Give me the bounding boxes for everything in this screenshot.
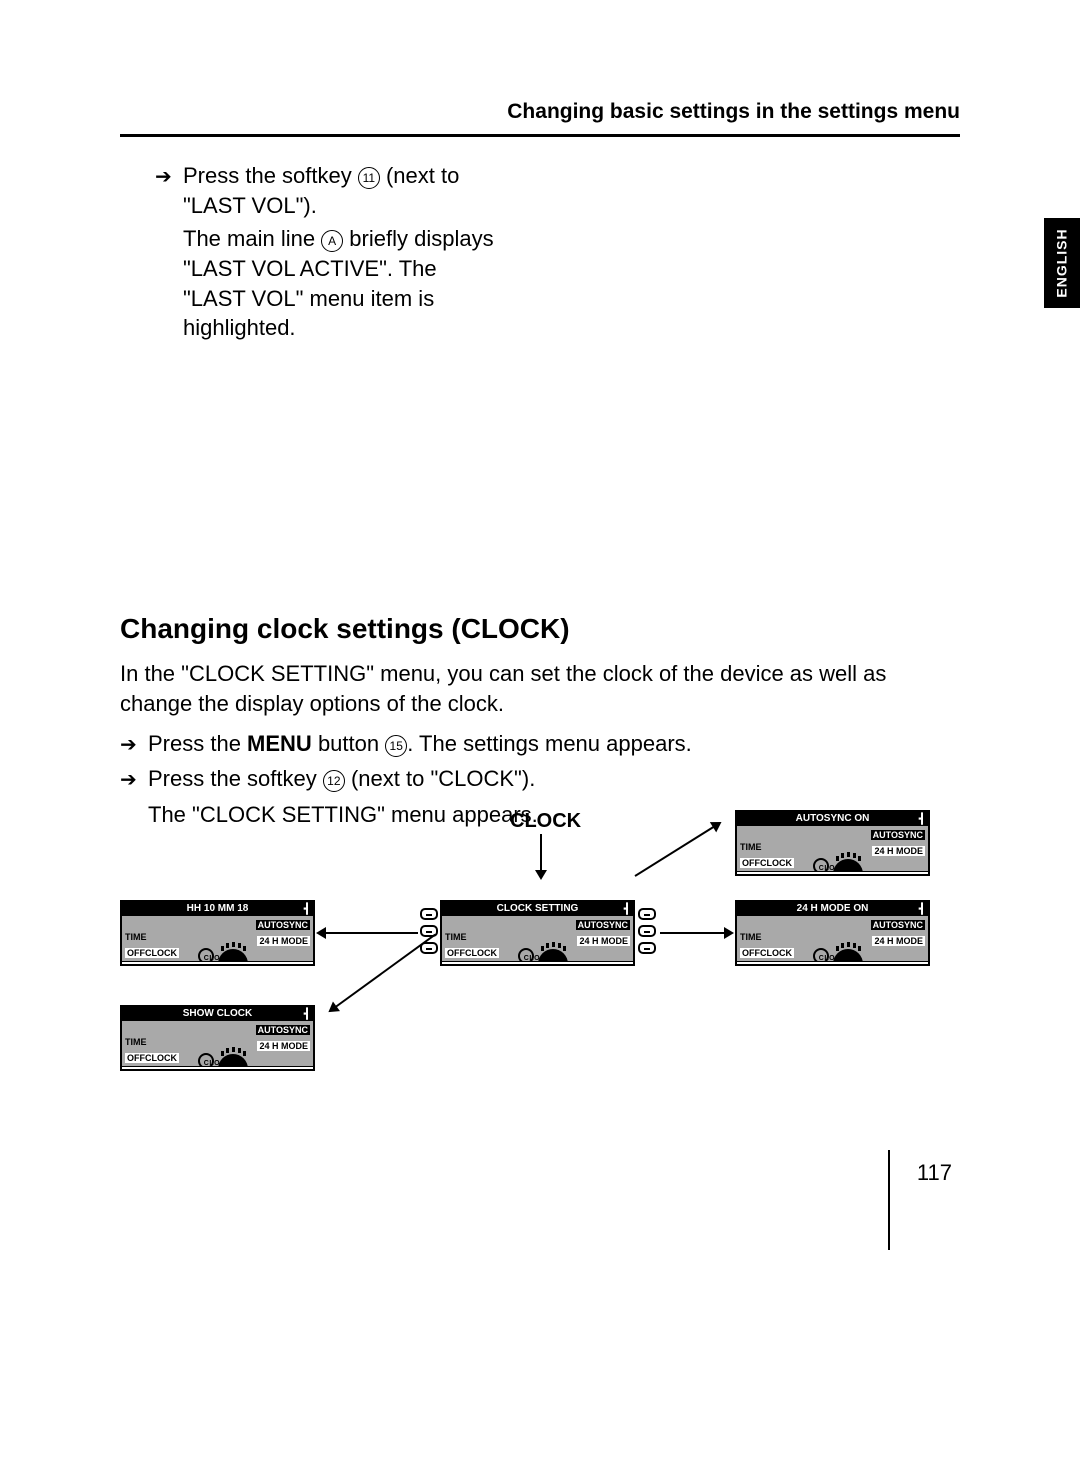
lcd-label: AUTOSYNC [871, 830, 925, 840]
step3-pre: Press the softkey [148, 766, 323, 791]
clock-diagram: CLOCK HH 10 MM 18 ┫ TIME OFFCLOCK AUTOSY… [120, 810, 960, 1140]
lcd-label: 24 H MODE [872, 936, 925, 946]
softkey-icon [638, 925, 656, 937]
page-content: Changing basic settings in the settings … [120, 100, 960, 840]
intro-text: In the "CLOCK SETTING" menu, you can set… [120, 659, 960, 718]
antenna-icon: ┫ [304, 904, 310, 915]
header-title: Changing basic settings in the settings … [120, 100, 960, 134]
language-tab: ENGLISH [1044, 218, 1080, 308]
lcd-label: AUTOSYNC [576, 920, 630, 930]
lcd-title: AUTOSYNC ON [737, 812, 928, 826]
step-press-menu: ➔ Press the MENU button 15. The settings… [120, 729, 960, 759]
lcd-panel-autosync: AUTOSYNC ON ┫ TIME OFFCLOCK AUTOSYNC 24 … [735, 810, 930, 876]
arrow-down-icon [540, 834, 542, 878]
arrow-icon: ➔ [120, 732, 137, 759]
lcd-panel-clock-setting: CLOCK SETTING ┫ TIME OFFCLOCK AUTOSYNC 2… [440, 900, 635, 966]
lcd-label: TIME [125, 1037, 147, 1047]
arrow-icon: ➔ [155, 164, 172, 191]
lcd-label: AUTOSYNC [256, 920, 310, 930]
result1a: The main line [183, 226, 321, 251]
arrow-icon: ➔ [120, 767, 137, 794]
lcd-label: OFFCLOCK [740, 948, 794, 958]
step1-result: The main line A briefly displays "LAST V… [155, 224, 495, 343]
lcd-title: HH 10 MM 18 [122, 902, 313, 916]
section-heading-clock: Changing clock settings (CLOCK) [120, 613, 960, 645]
page-number-rule [888, 1150, 890, 1250]
antenna-icon: ┫ [919, 904, 925, 915]
softkey-icon [420, 908, 438, 920]
step2-pre: Press the [148, 731, 247, 756]
lcd-title: SHOW CLOCK [122, 1007, 313, 1021]
lcd-underline [122, 961, 313, 964]
lcd-label: OFFCLOCK [125, 948, 179, 958]
arrow-right-icon [660, 932, 732, 934]
step3-post: (next to "CLOCK"). [345, 766, 535, 791]
lcd-label: TIME [125, 932, 147, 942]
step1-pre: Press the softkey [183, 163, 358, 188]
lcd-label: 24 H MODE [872, 846, 925, 856]
lcd-label: 24 H MODE [257, 936, 310, 946]
antenna-icon: ┫ [304, 1009, 310, 1020]
lcd-label: TIME [740, 932, 762, 942]
lcd-label: AUTOSYNC [256, 1025, 310, 1035]
lcd-label: 24 H MODE [257, 1041, 310, 1051]
antenna-icon: ┫ [919, 814, 925, 825]
lcd-underline [442, 961, 633, 964]
language-label: ENGLISH [1054, 228, 1070, 297]
softkey-icon [638, 942, 656, 954]
softkey-icon [638, 908, 656, 920]
lcd-panel-hh-mm: HH 10 MM 18 ┫ TIME OFFCLOCK AUTOSYNC 24 … [120, 900, 315, 966]
lcd-label: TIME [740, 842, 762, 852]
ref-15: 15 [385, 735, 407, 757]
clock-label: CLOCK [510, 810, 581, 833]
antenna-icon: ┫ [624, 904, 630, 915]
ref-11: 11 [358, 167, 380, 189]
page-number: 117 [917, 1160, 952, 1186]
header-rule [120, 134, 960, 137]
arrow-diag-icon [329, 934, 435, 1012]
lcd-panel-24h-mode: 24 H MODE ON ┫ TIME OFFCLOCK AUTOSYNC 24… [735, 900, 930, 966]
step-press-softkey-11: ➔ Press the softkey 11 (next to "LAST VO… [155, 161, 495, 220]
step2-mid: button [312, 731, 385, 756]
lcd-label: OFFCLOCK [740, 858, 794, 868]
lcd-underline [737, 871, 928, 874]
arrow-diag-icon [634, 822, 720, 877]
lcd-label: OFFCLOCK [125, 1053, 179, 1063]
step-press-softkey-12: ➔ Press the softkey 12 (next to "CLOCK")… [120, 764, 960, 794]
lcd-label: TIME [445, 932, 467, 942]
ref-12: 12 [323, 770, 345, 792]
lcd-title: CLOCK SETTING [442, 902, 633, 916]
ref-A: A [321, 230, 343, 252]
lcd-title: 24 H MODE ON [737, 902, 928, 916]
lcd-label: 24 H MODE [577, 936, 630, 946]
step2-post: . The settings menu appears. [407, 731, 692, 756]
lcd-underline [122, 1066, 313, 1069]
lcd-label: AUTOSYNC [871, 920, 925, 930]
step2-bold: MENU [247, 731, 312, 756]
lcd-panel-show-clock: SHOW CLOCK ┫ TIME OFFCLOCK AUTOSYNC 24 H… [120, 1005, 315, 1071]
lcd-label: OFFCLOCK [445, 948, 499, 958]
lcd-underline [737, 961, 928, 964]
top-instruction-block: ➔ Press the softkey 11 (next to "LAST VO… [155, 161, 495, 343]
arrow-left-icon [318, 932, 418, 934]
